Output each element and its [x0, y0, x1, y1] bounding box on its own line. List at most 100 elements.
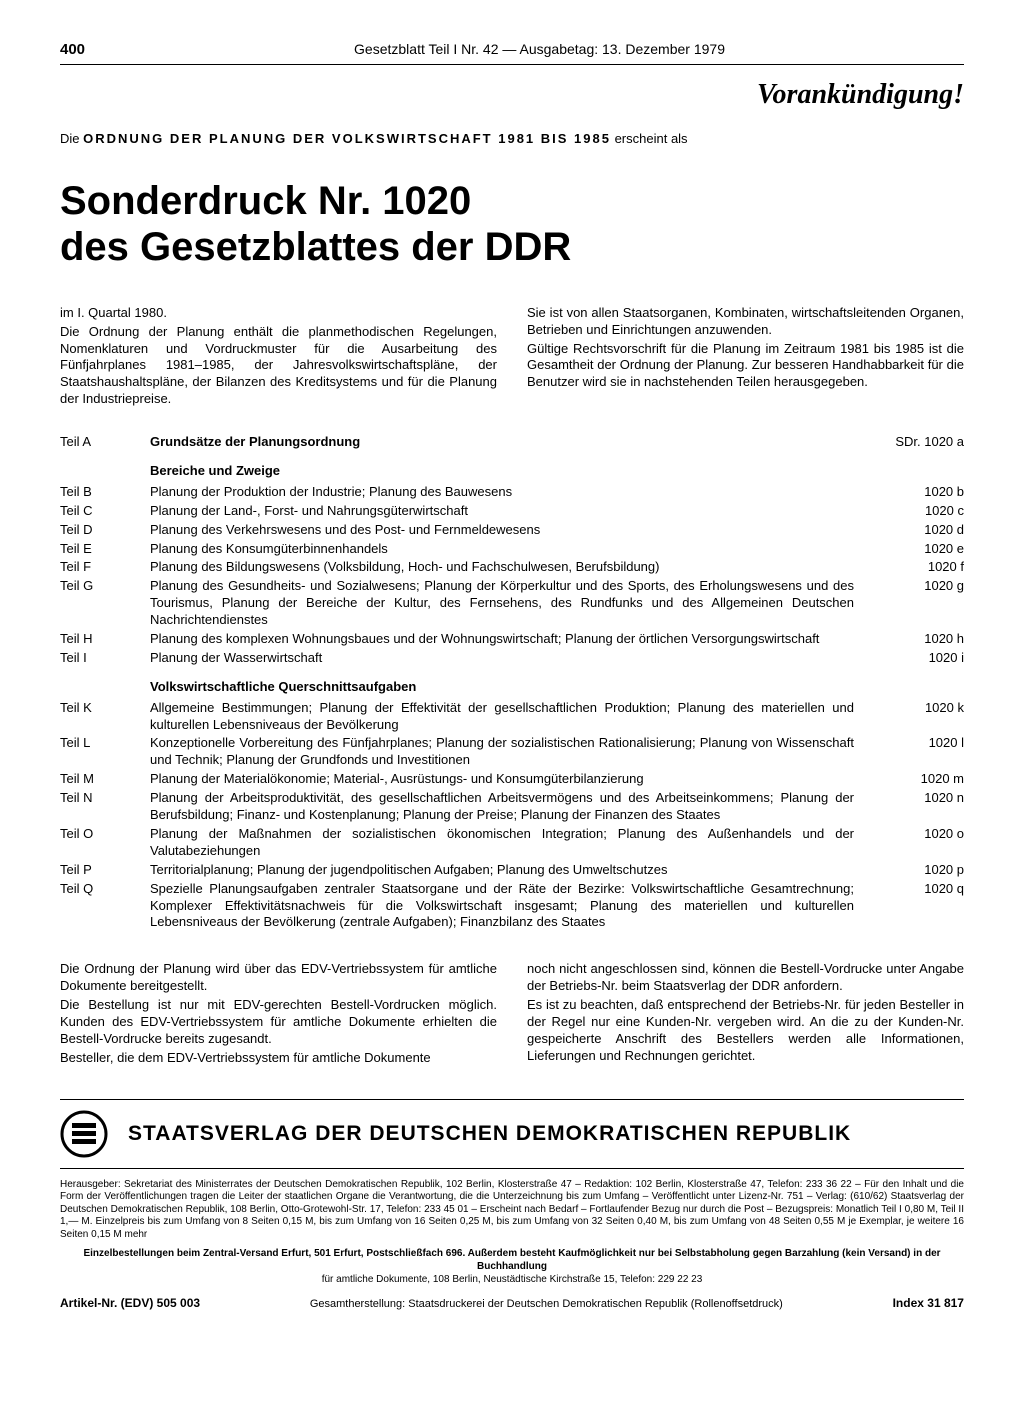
footer-index: Index 31 817	[893, 1296, 964, 1312]
toc-section-1: Bereiche und Zweige	[60, 463, 964, 480]
bottom-right-p1: noch nicht angeschlossen sind, können di…	[527, 961, 964, 995]
toc-desc: Konzeptionelle Vorbereitung des Fünfjahr…	[150, 735, 884, 769]
toc-row: Teil KAllgemeine Bestimmungen; Planung d…	[60, 700, 964, 734]
publisher-logo-icon	[60, 1110, 108, 1158]
imprint-p1: Herausgeber: Sekretariat des Ministerrat…	[60, 1179, 964, 1242]
toc-code: 1020 n	[884, 790, 964, 807]
toc-part: Teil P	[60, 862, 150, 879]
toc-part: Teil Q	[60, 881, 150, 898]
toc-code: 1020 g	[884, 578, 964, 595]
toc-desc: Planung des Verkehrswesens und des Post-…	[150, 522, 884, 539]
toc-desc: Planung der Wasserwirtschaft	[150, 650, 884, 667]
intro-left-p2: Die Ordnung der Planung enthält die plan…	[60, 324, 497, 408]
preannouncement: Vorankündigung!	[60, 77, 964, 113]
main-title-line1: Sonderdruck Nr. 1020	[60, 178, 964, 224]
intro-prefix: Die	[60, 131, 83, 146]
footer-row: Artikel-Nr. (EDV) 505 003 Gesamtherstell…	[60, 1296, 964, 1312]
toc-header-row: Teil A Grundsätze der Planungsordnung SD…	[60, 434, 964, 451]
toc-row: Teil BPlanung der Produktion der Industr…	[60, 484, 964, 501]
imprint-p2: Einzelbestellungen beim Zentral-Versand …	[60, 1247, 964, 1273]
header-title: Gesetzblatt Teil I Nr. 42 — Ausgabetag: …	[115, 40, 964, 58]
toc-code: 1020 l	[884, 735, 964, 752]
bottom-col-left: Die Ordnung der Planung wird über das ED…	[60, 961, 497, 1068]
toc-desc: Planung des komplexen Wohnungsbaues und …	[150, 631, 884, 648]
toc-desc: Planung der Maßnahmen der sozialistische…	[150, 826, 884, 860]
intro-col-right: Sie ist von allen Staatsorganen, Kombina…	[527, 305, 964, 410]
table-of-contents: Teil A Grundsätze der Planungsordnung SD…	[60, 434, 964, 931]
toc-desc: Planung der Materialökonomie; Material-,…	[150, 771, 884, 788]
toc-code: 1020 h	[884, 631, 964, 648]
intro-right-p1: Sie ist von allen Staatsorganen, Kombina…	[527, 305, 964, 339]
toc-row: Teil GPlanung des Gesundheits- und Sozia…	[60, 578, 964, 629]
toc-code: SDr. 1020 a	[884, 434, 964, 451]
toc-section-2: Volkswirtschaftliche Querschnittsaufgabe…	[60, 679, 964, 696]
toc-code: 1020 i	[884, 650, 964, 667]
footer-center: Gesamtherstellung: Staatsdruckerei der D…	[310, 1297, 783, 1311]
publisher-row: STAATSVERLAG DER DEUTSCHEN DEMOKRATISCHE…	[60, 1099, 964, 1169]
toc-section-title: Volkswirtschaftliche Querschnittsaufgabe…	[150, 679, 884, 696]
intro-columns: im I. Quartal 1980. Die Ordnung der Plan…	[60, 305, 964, 410]
toc-desc: Planung der Arbeitsproduktivität, des ge…	[150, 790, 884, 824]
toc-part: Teil B	[60, 484, 150, 501]
intro-suffix: erscheint als	[611, 131, 688, 146]
toc-code: 1020 k	[884, 700, 964, 717]
toc-desc: Planung der Land-, Forst- und Nahrungsgü…	[150, 503, 884, 520]
toc-row: Teil HPlanung des komplexen Wohnungsbaue…	[60, 631, 964, 648]
toc-code: 1020 p	[884, 862, 964, 879]
toc-code: 1020 d	[884, 522, 964, 539]
toc-part: Teil C	[60, 503, 150, 520]
toc-desc: Planung des Gesundheits- und Sozialwesen…	[150, 578, 884, 629]
intro-right-p2: Gültige Rechtsvorschrift für die Planung…	[527, 341, 964, 392]
toc-code: 1020 m	[884, 771, 964, 788]
toc-row: Teil MPlanung der Materialökonomie; Mate…	[60, 771, 964, 788]
main-title-line2: des Gesetzblattes der DDR	[60, 224, 964, 270]
toc-row: Teil FPlanung des Bildungswesens (Volksb…	[60, 559, 964, 576]
intro-emphasis: ORDNUNG DER PLANUNG DER VOLKSWIRTSCHAFT …	[83, 131, 611, 146]
toc-row: Teil PTerritorialplanung; Planung der ju…	[60, 862, 964, 879]
toc-code: 1020 o	[884, 826, 964, 843]
toc-row: Teil EPlanung des Konsumgüterbinnenhande…	[60, 541, 964, 558]
toc-row: Teil OPlanung der Maßnahmen der sozialis…	[60, 826, 964, 860]
bottom-columns: Die Ordnung der Planung wird über das ED…	[60, 961, 964, 1068]
toc-code: 1020 e	[884, 541, 964, 558]
intro-col-left: im I. Quartal 1980. Die Ordnung der Plan…	[60, 305, 497, 410]
toc-part: Teil N	[60, 790, 150, 807]
imprint-p3: für amtliche Dokumente, 108 Berlin, Neus…	[60, 1273, 964, 1286]
toc-desc: Grundsätze der Planungsordnung	[150, 434, 884, 451]
toc-row: Teil CPlanung der Land-, Forst- und Nahr…	[60, 503, 964, 520]
toc-code: 1020 b	[884, 484, 964, 501]
page-number: 400	[60, 40, 85, 60]
publisher-name: STAATSVERLAG DER DEUTSCHEN DEMOKRATISCHE…	[128, 1120, 851, 1147]
toc-part: Teil H	[60, 631, 150, 648]
toc-code: 1020 c	[884, 503, 964, 520]
toc-part: Teil A	[60, 434, 150, 451]
toc-code: 1020 q	[884, 881, 964, 898]
toc-desc: Territorialplanung; Planung der jugendpo…	[150, 862, 884, 879]
footer-artikel: Artikel-Nr. (EDV) 505 003	[60, 1296, 200, 1312]
bottom-left-p2: Die Bestellung ist nur mit EDV-gerechten…	[60, 997, 497, 1048]
toc-part: Teil O	[60, 826, 150, 843]
bottom-col-right: noch nicht angeschlossen sind, können di…	[527, 961, 964, 1068]
toc-row: Teil LKonzeptionelle Vorbereitung des Fü…	[60, 735, 964, 769]
toc-desc: Allgemeine Bestimmungen; Planung der Eff…	[150, 700, 884, 734]
toc-part: Teil F	[60, 559, 150, 576]
toc-part: Teil G	[60, 578, 150, 595]
toc-desc: Planung des Bildungswesens (Volksbildung…	[150, 559, 884, 576]
toc-code: 1020 f	[884, 559, 964, 576]
intro-left-p1: im I. Quartal 1980.	[60, 305, 497, 322]
toc-row: Teil NPlanung der Arbeitsproduktivität, …	[60, 790, 964, 824]
toc-desc: Spezielle Planungsaufgaben zentraler Sta…	[150, 881, 884, 932]
toc-part: Teil E	[60, 541, 150, 558]
page-header: 400 Gesetzblatt Teil I Nr. 42 — Ausgabet…	[60, 40, 964, 65]
toc-row: Teil DPlanung des Verkehrswesens und des…	[60, 522, 964, 539]
toc-part: Teil M	[60, 771, 150, 788]
toc-part: Teil K	[60, 700, 150, 717]
toc-part: Teil I	[60, 650, 150, 667]
main-title: Sonderdruck Nr. 1020 des Gesetzblattes d…	[60, 178, 964, 270]
bottom-left-p3: Besteller, die dem EDV-Vertriebssystem f…	[60, 1050, 497, 1067]
bottom-right-p2: Es ist zu beachten, daß entsprechend der…	[527, 997, 964, 1065]
bottom-left-p1: Die Ordnung der Planung wird über das ED…	[60, 961, 497, 995]
intro-line: Die ORDNUNG DER PLANUNG DER VOLKSWIRTSCH…	[60, 131, 964, 148]
toc-part: Teil L	[60, 735, 150, 752]
toc-desc: Planung des Konsumgüterbinnenhandels	[150, 541, 884, 558]
